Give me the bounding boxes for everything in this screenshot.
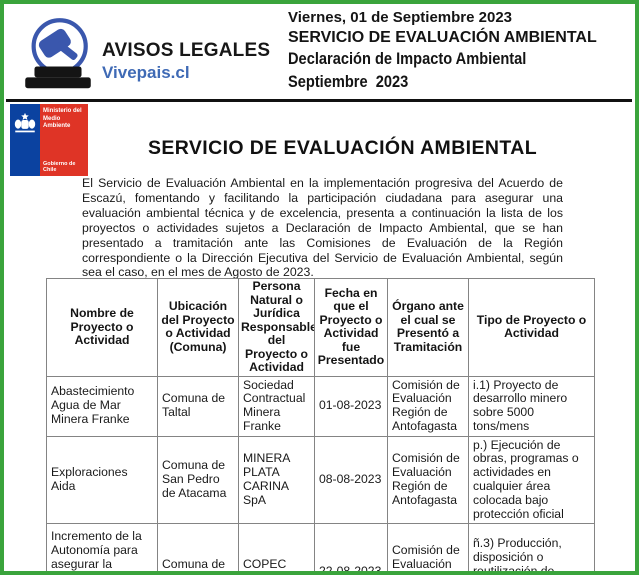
issue-month: Septiembre 2023 — [288, 72, 409, 91]
brand-subtitle: Vivepais.cl — [102, 63, 190, 82]
page-title: SERVICIO DE EVALUACIÓN AMBIENTAL — [147, 137, 538, 159]
cell-organo: Comisión de Evaluación Región de Antofag… — [387, 435, 469, 525]
col-header-nombre: Nombre de Proyecto o Actividad — [46, 278, 158, 377]
cell-persona: COPEC S.A. — [238, 523, 315, 571]
issue-doc-type: Declaración de Impacto Ambiental — [288, 49, 527, 68]
cell-persona: MINERA PLATA CARINA SpA — [238, 435, 315, 525]
ministry-logo-red-panel: Ministerio del Medio Ambiente Gobierno d… — [40, 104, 88, 176]
cell-ubicacion: Comuna de Taltal — [157, 375, 239, 437]
col-header-persona: Persona Natural o Jurídica Responsable d… — [238, 278, 315, 377]
cell-nombre: Abastecimiento Agua de Mar Minera Franke — [46, 375, 158, 437]
intro-paragraph: El Servicio de Evaluación Ambiental en l… — [82, 176, 563, 280]
table-row: Exploraciones Aida Comuna de San Pedro d… — [46, 435, 595, 525]
col-header-ubicacion: Ubicación del Proyecto o Actividad (Comu… — [157, 278, 239, 377]
chile-coat-of-arms-icon — [14, 112, 36, 133]
masthead-divider-rule — [6, 99, 632, 102]
projects-table: Nombre de Proyecto o Actividad Ubicación… — [46, 278, 595, 571]
table-header-row: Nombre de Proyecto o Actividad Ubicación… — [46, 278, 595, 377]
cell-ubicacion: Comuna de Mejillones — [157, 523, 239, 571]
cell-tipo: ñ.3) Producción, disposición o reutiliza… — [468, 523, 595, 571]
issue-date: Viernes, 01 de Septiembre 2023 — [288, 9, 513, 26]
cell-fecha: 08-08-2023 — [314, 435, 388, 525]
col-header-organo: Órgano ante el cual se Presentó a Tramit… — [387, 278, 469, 377]
cell-fecha: 01-08-2023 — [314, 375, 388, 437]
cell-organo: Comisión de Evaluación Región de Antofag… — [387, 375, 469, 437]
cell-tipo: i.1) Proyecto de desarrollo minero sobre… — [468, 375, 595, 437]
ministry-name: Ministerio del Medio Ambiente — [43, 108, 82, 129]
col-header-tipo: Tipo de Proyecto o Actividad — [468, 278, 595, 377]
brand-text-block: AVISOS LEGALES Vivepais.cl — [102, 40, 270, 83]
cell-ubicacion: Comuna de San Pedro de Atacama — [157, 435, 239, 525]
cell-tipo: p.) Ejecución de obras, programas o acti… — [468, 435, 595, 525]
cell-fecha: 22-08-2023 — [314, 523, 388, 571]
ministry-logo-blue-panel — [10, 104, 40, 176]
table-row: Abastecimiento Agua de Mar Minera Franke… — [46, 375, 595, 437]
cell-persona: Sociedad Contractual Minera Franke — [238, 375, 315, 437]
issue-info-block: Viernes, 01 de Septiembre 2023 SERVICIO … — [288, 8, 633, 94]
cell-nombre: Exploraciones Aida — [46, 435, 158, 525]
table-row: Incremento de la Autonomía para asegurar… — [46, 523, 595, 571]
issue-service: SERVICIO DE EVALUACIÓN AMBIENTAL — [288, 29, 597, 46]
ministry-logo: Ministerio del Medio Ambiente Gobierno d… — [10, 104, 88, 176]
cell-nombre: Incremento de la Autonomía para asegurar… — [46, 523, 158, 571]
brand-title: AVISOS LEGALES — [102, 40, 271, 61]
col-header-fecha: Fecha en que el Proyecto o Actividad fue… — [314, 278, 388, 377]
government-name: Gobierno de Chile — [43, 161, 76, 173]
cell-organo: Comisión de Evaluación Región de Antofag… — [387, 523, 469, 571]
gavel-icon — [25, 18, 91, 89]
